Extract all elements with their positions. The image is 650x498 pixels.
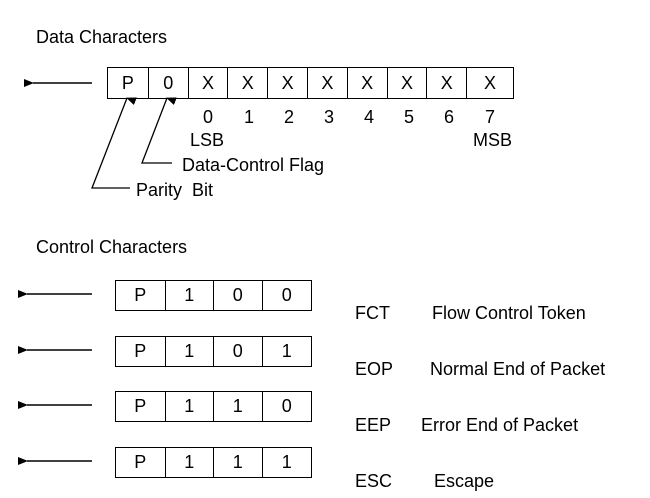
bit-cell: 1 <box>166 337 214 366</box>
bit-number: 3 <box>324 107 335 127</box>
bit-cell: X <box>189 68 229 98</box>
bit-cell: P <box>108 68 149 98</box>
bit-cell: P <box>116 392 166 421</box>
bit-number: 1 <box>244 107 255 127</box>
bit-number: 2 <box>284 107 295 127</box>
bit-cell: X <box>308 68 348 98</box>
bit-cell: 1 <box>166 448 214 477</box>
bit-cell: 0 <box>281 396 292 416</box>
eep-code: EEP <box>355 415 392 435</box>
bit-cell: X <box>228 68 269 98</box>
bit-cell: P <box>116 448 166 477</box>
bit-number: 0 <box>203 107 214 127</box>
esc-description: Escape <box>434 471 495 491</box>
bit-cell: X <box>484 72 497 93</box>
bit-number: 6 <box>444 107 455 127</box>
bit-cell: P <box>116 337 166 366</box>
bit-cell: X <box>348 68 388 98</box>
eep-description: Error End of Packet <box>421 415 579 435</box>
lsb-label: LSB <box>190 130 225 150</box>
fct-bits: P 1 0 0 <box>115 280 312 311</box>
data-control-flag-leader <box>141 97 177 164</box>
bit-cell: 1 <box>166 392 214 421</box>
bit-number: 5 <box>404 107 415 127</box>
esc-bits: P 1 1 1 <box>115 447 312 478</box>
bit-cell: 1 <box>281 452 292 472</box>
eep-bits: P 1 1 0 <box>115 391 312 422</box>
bit-cell: 0 <box>214 281 263 310</box>
bit-cell: 1 <box>166 281 214 310</box>
bit-cell: X <box>427 68 468 98</box>
esc-code: ESC <box>355 471 393 491</box>
bit-cell: X <box>388 68 428 98</box>
data-characters-title: Data Characters <box>36 27 168 47</box>
msb-label: MSB <box>473 130 513 150</box>
bit-cell: 0 <box>149 68 189 98</box>
eop-code: EOP <box>355 359 394 379</box>
parity-bit-label: Parity Bit <box>136 180 214 200</box>
bit-cell: 0 <box>281 285 292 305</box>
eop-bits: P 1 0 1 <box>115 336 312 367</box>
bit-cell: 1 <box>214 448 263 477</box>
bit-cell: 0 <box>214 337 263 366</box>
bit-number: 7 <box>485 107 496 127</box>
parity-bit-leader <box>91 97 137 189</box>
eop-description: Normal End of Packet <box>430 359 606 379</box>
bit-cell: X <box>268 68 308 98</box>
fct-description: Flow Control Token <box>432 303 586 323</box>
bit-number: 4 <box>364 107 375 127</box>
bit-cell: 1 <box>281 341 292 361</box>
fct-code: FCT <box>355 303 390 323</box>
data-character-bits: P 0 X X X X X X X X <box>107 67 514 99</box>
bit-cell: 1 <box>214 392 263 421</box>
control-characters-title: Control Characters <box>36 237 188 257</box>
bit-cell: P <box>116 281 166 310</box>
data-control-flag-label: Data-Control Flag <box>182 155 325 175</box>
